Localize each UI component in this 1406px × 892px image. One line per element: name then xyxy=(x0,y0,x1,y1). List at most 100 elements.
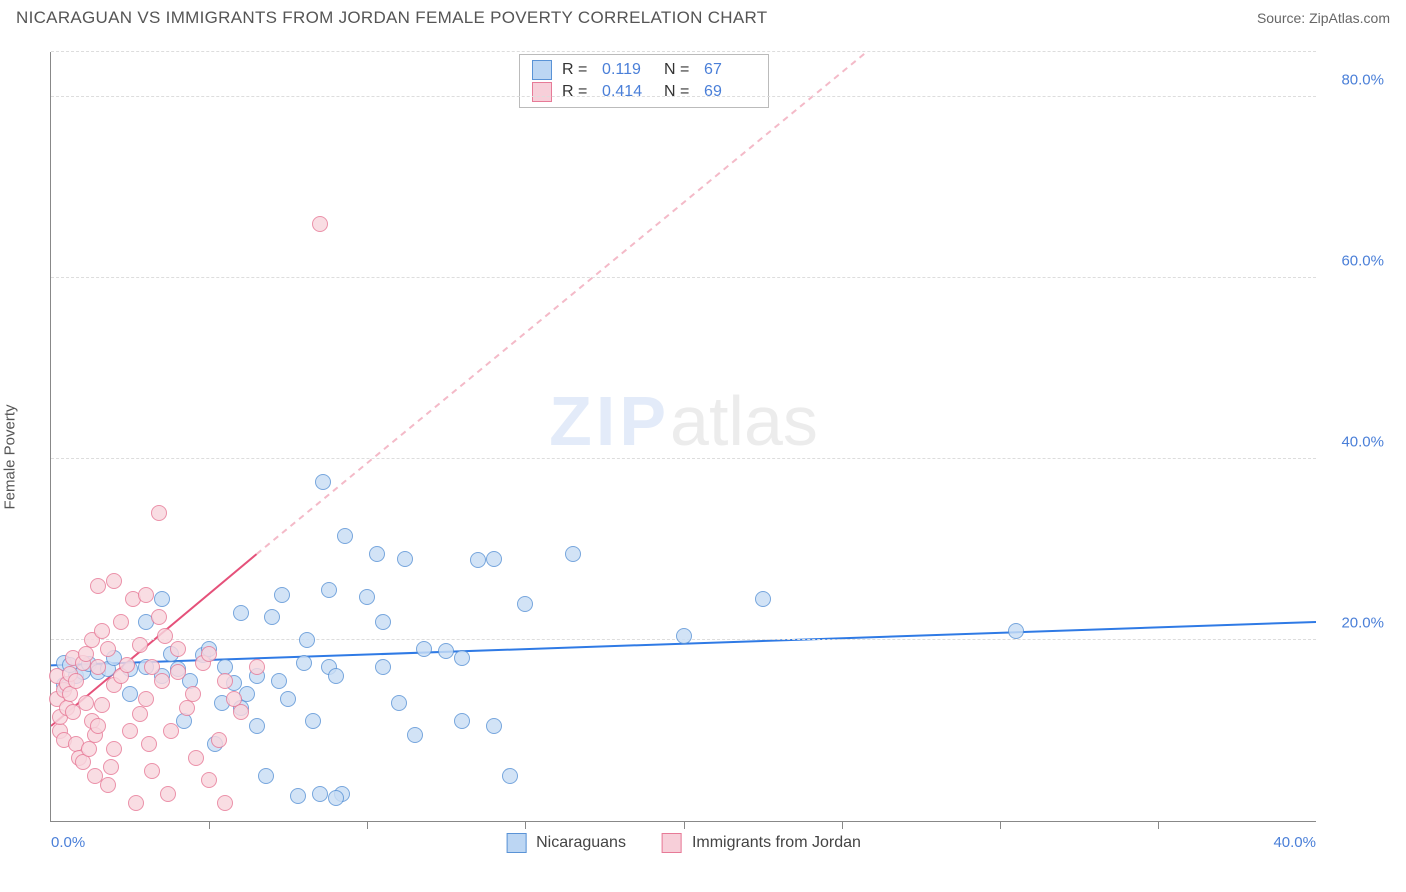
legend-item-0: Nicaraguans xyxy=(506,833,626,853)
data-point xyxy=(144,763,160,779)
data-point xyxy=(280,691,296,707)
legend-swatch-1 xyxy=(662,833,682,853)
data-point xyxy=(138,691,154,707)
n-value-0: 67 xyxy=(704,61,756,79)
data-point xyxy=(486,718,502,734)
data-point xyxy=(296,655,312,671)
data-point xyxy=(755,591,771,607)
data-point xyxy=(407,727,423,743)
data-point xyxy=(233,605,249,621)
data-point xyxy=(271,673,287,689)
bottom-legend: Nicaraguans Immigrants from Jordan xyxy=(506,833,861,853)
data-point xyxy=(486,551,502,567)
r-value-1: 0.414 xyxy=(602,83,654,101)
data-point xyxy=(122,686,138,702)
watermark-zip: ZIP xyxy=(549,382,670,460)
data-point xyxy=(163,723,179,739)
watermark-atlas: atlas xyxy=(670,382,818,460)
data-point xyxy=(157,628,173,644)
data-point xyxy=(249,718,265,734)
x-tick-label: 40.0% xyxy=(1273,834,1316,851)
data-point xyxy=(258,768,274,784)
watermark: ZIPatlas xyxy=(549,381,818,461)
r-label: R = xyxy=(562,61,592,79)
x-tick xyxy=(684,821,685,829)
data-point xyxy=(217,673,233,689)
data-point xyxy=(128,795,144,811)
data-point xyxy=(290,788,306,804)
data-point xyxy=(90,718,106,734)
gridline xyxy=(51,96,1316,97)
data-point xyxy=(305,713,321,729)
data-point xyxy=(201,772,217,788)
data-point xyxy=(565,546,581,562)
data-point xyxy=(103,759,119,775)
data-point xyxy=(264,609,280,625)
gridline xyxy=(51,51,1316,52)
data-point xyxy=(337,528,353,544)
data-point xyxy=(170,641,186,657)
data-point xyxy=(217,795,233,811)
y-tick-label: 60.0% xyxy=(1341,253,1384,270)
data-point xyxy=(90,659,106,675)
data-point xyxy=(90,578,106,594)
data-point xyxy=(328,790,344,806)
legend-item-1: Immigrants from Jordan xyxy=(662,833,861,853)
data-point xyxy=(100,777,116,793)
y-tick-label: 80.0% xyxy=(1341,72,1384,89)
data-point xyxy=(113,614,129,630)
swatch-series-1 xyxy=(532,82,552,102)
data-point xyxy=(397,551,413,567)
data-point xyxy=(154,673,170,689)
data-point xyxy=(78,695,94,711)
data-point xyxy=(233,704,249,720)
n-label: N = xyxy=(664,83,694,101)
data-point xyxy=(676,628,692,644)
gridline xyxy=(51,277,1316,278)
y-tick-label: 40.0% xyxy=(1341,434,1384,451)
x-tick xyxy=(1158,821,1159,829)
data-point xyxy=(321,582,337,598)
data-point xyxy=(170,664,186,680)
x-tick xyxy=(209,821,210,829)
data-point xyxy=(502,768,518,784)
y-tick-label: 20.0% xyxy=(1341,615,1384,632)
data-point xyxy=(201,646,217,662)
x-tick xyxy=(367,821,368,829)
chart-source: Source: ZipAtlas.com xyxy=(1257,10,1390,26)
data-point xyxy=(94,623,110,639)
data-point xyxy=(151,609,167,625)
stats-row-0: R = 0.119 N = 67 xyxy=(532,59,756,81)
data-point xyxy=(154,591,170,607)
data-point xyxy=(122,723,138,739)
data-point xyxy=(132,706,148,722)
data-point xyxy=(274,587,290,603)
data-point xyxy=(141,736,157,752)
x-tick xyxy=(525,821,526,829)
x-tick-label: 0.0% xyxy=(51,834,85,851)
data-point xyxy=(517,596,533,612)
data-point xyxy=(160,786,176,802)
data-point xyxy=(416,641,432,657)
legend-label-1: Immigrants from Jordan xyxy=(692,834,861,852)
data-point xyxy=(359,589,375,605)
x-tick xyxy=(842,821,843,829)
data-point xyxy=(454,713,470,729)
data-point xyxy=(299,632,315,648)
data-point xyxy=(119,657,135,673)
chart-title: NICARAGUAN VS IMMIGRANTS FROM JORDAN FEM… xyxy=(16,8,767,28)
chart-header: NICARAGUAN VS IMMIGRANTS FROM JORDAN FEM… xyxy=(0,0,1406,32)
data-point xyxy=(375,614,391,630)
y-axis-label: Female Poverty xyxy=(2,404,19,509)
data-point xyxy=(315,474,331,490)
data-point xyxy=(151,505,167,521)
data-point xyxy=(188,750,204,766)
data-point xyxy=(312,786,328,802)
data-point xyxy=(312,216,328,232)
data-point xyxy=(328,668,344,684)
legend-label-0: Nicaraguans xyxy=(536,834,626,852)
r-label: R = xyxy=(562,83,592,101)
legend-swatch-0 xyxy=(506,833,526,853)
n-label: N = xyxy=(664,61,694,79)
swatch-series-0 xyxy=(532,60,552,80)
